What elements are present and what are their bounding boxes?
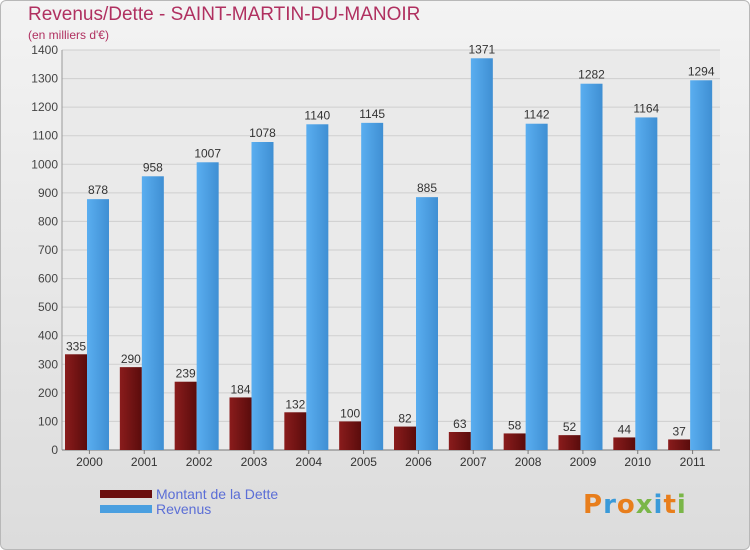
- data-label-revenue: 1007: [194, 146, 221, 160]
- y-tick-label: 1200: [31, 100, 58, 114]
- data-label-revenue: 885: [417, 181, 437, 195]
- bar-debt: [558, 435, 581, 450]
- logo-letter: o: [616, 490, 636, 520]
- logo-letter: x: [635, 490, 654, 520]
- y-tick-label: 500: [38, 300, 58, 314]
- legend: Montant de la Dette Revenus: [100, 485, 279, 517]
- data-label-debt: 132: [285, 397, 305, 411]
- y-tick-label: 100: [38, 414, 58, 428]
- data-label-revenue: 1078: [249, 126, 276, 140]
- y-tick-label: 800: [38, 214, 58, 228]
- legend-swatch-debt: [100, 489, 152, 498]
- logo-letter: P: [583, 490, 604, 520]
- data-label-revenue: 958: [143, 160, 163, 174]
- bar-revenue: [361, 122, 384, 450]
- data-label-debt: 44: [618, 422, 632, 436]
- data-label-revenue: 1145: [359, 107, 385, 121]
- bar-revenue: [251, 142, 274, 450]
- y-tick-label: 1400: [31, 43, 58, 57]
- legend-label-revenue: Revenus: [156, 500, 212, 517]
- data-label-debt: 100: [340, 406, 360, 420]
- bar-revenue: [196, 162, 219, 451]
- bar-revenue: [525, 123, 548, 450]
- bar-revenue: [580, 83, 603, 450]
- bar-revenue: [690, 80, 713, 451]
- bar-debt: [119, 367, 142, 450]
- y-tick-label: 900: [38, 186, 58, 200]
- x-tick-label: 2010: [624, 455, 651, 469]
- chart-title: Revenus/Dette - SAINT-MARTIN-DU-MANOIR: [28, 4, 421, 25]
- data-label-debt: 239: [176, 367, 196, 381]
- data-label-debt: 52: [563, 420, 577, 434]
- data-label-revenue: 1140: [304, 108, 330, 122]
- data-label-debt: 82: [398, 412, 412, 426]
- x-tick-label: 2001: [131, 455, 158, 469]
- y-tick-label: 400: [38, 329, 58, 343]
- legend-swatch-revenue: [100, 504, 152, 513]
- bar-debt: [448, 432, 471, 450]
- data-label-revenue: 1282: [578, 68, 605, 82]
- y-tick-label: 600: [38, 272, 58, 286]
- bar-revenue: [87, 199, 109, 450]
- data-label-debt: 63: [453, 417, 467, 431]
- x-tick-label: 2000: [76, 455, 103, 469]
- bar-revenue: [470, 58, 493, 451]
- bar-debt: [339, 421, 362, 450]
- bar-revenue: [416, 197, 438, 450]
- x-tick-label: 2003: [241, 455, 268, 469]
- y-tick-label: 300: [38, 357, 58, 371]
- x-tick-label: 2004: [295, 455, 322, 469]
- data-label-revenue: 1294: [688, 64, 715, 78]
- x-tick-label: 2007: [460, 455, 487, 469]
- logo-letter: r: [603, 490, 617, 520]
- y-tick-label: 0: [51, 443, 58, 457]
- bar-debt: [668, 439, 691, 450]
- data-label-debt: 58: [508, 418, 522, 432]
- x-tick-label: 2005: [350, 455, 377, 469]
- data-label-revenue: 1142: [524, 108, 550, 122]
- data-label-debt: 290: [121, 352, 141, 366]
- x-tick-label: 2008: [515, 455, 542, 469]
- y-tick-label: 1300: [31, 72, 58, 86]
- data-label-debt: 37: [672, 424, 686, 438]
- logo-letter: i: [653, 490, 664, 520]
- bar-revenue: [306, 124, 329, 451]
- y-tick-label: 1000: [31, 157, 58, 171]
- bar-debt: [394, 426, 416, 450]
- y-tick-label: 700: [38, 243, 58, 257]
- bar-debt: [284, 412, 307, 450]
- x-tick-label: 2011: [680, 455, 706, 469]
- legend-item-revenue: Revenus: [100, 500, 278, 517]
- y-tick-label: 1100: [32, 129, 58, 143]
- x-tick-label: 2009: [570, 455, 597, 469]
- bar-debt: [613, 437, 636, 450]
- legend-item-debt: Montant de la Dette: [100, 485, 279, 502]
- legend-label-debt: Montant de la Dette: [156, 485, 279, 502]
- bar-revenue: [141, 176, 164, 451]
- data-label-revenue: 878: [88, 183, 108, 197]
- data-label-debt: 335: [66, 339, 86, 353]
- logo-letter: i: [676, 490, 687, 520]
- data-label-debt: 184: [230, 382, 250, 396]
- data-label-revenue: 1371: [468, 42, 495, 56]
- bar-debt: [229, 397, 252, 450]
- data-label-revenue: 1164: [633, 101, 659, 115]
- bar-revenue: [635, 117, 658, 450]
- chart-subtitle: (en milliers d'€): [28, 28, 109, 42]
- x-tick-label: 2002: [186, 455, 213, 469]
- bar-debt: [503, 433, 526, 450]
- bar-debt: [65, 354, 87, 450]
- y-tick-label: 200: [38, 386, 58, 400]
- bar-debt: [174, 381, 197, 450]
- logo-letter: t: [663, 490, 677, 520]
- proxiti-logo: Proxiti: [583, 490, 687, 520]
- x-tick-label: 2006: [405, 455, 432, 469]
